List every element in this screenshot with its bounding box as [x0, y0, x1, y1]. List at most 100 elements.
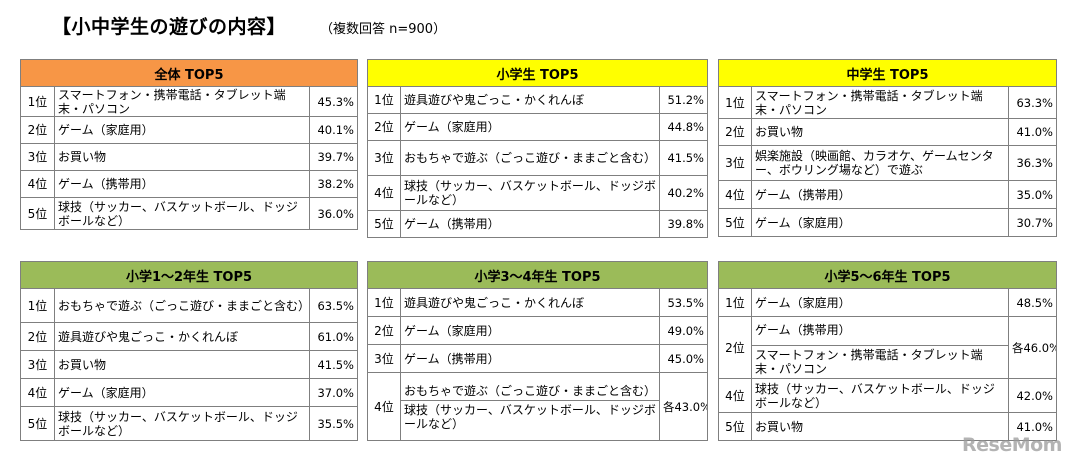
- item-cell: ゲーム（家庭用）: [751, 208, 1009, 237]
- percent-cell: 36.0%: [309, 197, 358, 230]
- table-grade1-2-header: 小学1～2年生 TOP5: [20, 261, 358, 289]
- percent-cell: 35.5%: [308, 406, 359, 441]
- table-row: 4位 球技（サッカー、バスケットボール、ドッジボールなど） 42.0%: [718, 378, 1058, 413]
- rank-cell: 1位: [718, 86, 752, 119]
- percent-cell: 45.3%: [309, 86, 358, 117]
- table-row: 4位 おもちゃで遊ぶ（ごっこ遊び・ままごと含む） 球技（サッカー、バスケットボー…: [367, 372, 709, 441]
- rank-cell: 1位: [718, 288, 752, 317]
- item-cell: 球技（サッカー、バスケットボール、ドッジボールなど）: [751, 378, 1009, 413]
- item-cell: ゲーム（家庭用）: [54, 116, 310, 144]
- table-grade3-4: 小学3～4年生 TOP5 1位 遊具遊びや鬼ごっこ・かくれんぼ 53.5% 2位…: [367, 261, 709, 441]
- table-row: 2位 ゲーム（家庭用） 49.0%: [367, 316, 709, 345]
- table-row: 3位 お買い物 41.5%: [20, 350, 359, 379]
- percent-cell: 49.0%: [658, 316, 709, 345]
- rank-cell: 2位: [367, 316, 401, 345]
- table-row: 1位 ゲーム（家庭用） 48.5%: [718, 288, 1058, 317]
- page-subtitle: （複数回答 n=900）: [320, 22, 447, 37]
- table-row: 3位 おもちゃで遊ぶ（ごっこ遊び・ままごと含む） 41.5%: [367, 140, 709, 176]
- percent-cell: 39.8%: [658, 210, 709, 238]
- table-junior-high-header: 中学生 TOP5: [718, 59, 1057, 87]
- item-cell: 球技（サッカー、バスケットボール、ドッジボールなど）: [54, 197, 310, 230]
- percent-cell: 30.7%: [1007, 208, 1058, 237]
- item-text: ゲーム（携帯用）: [755, 323, 851, 337]
- item-cell: 遊具遊びや鬼ごっこ・かくれんぼ: [54, 322, 310, 351]
- percent-cell: 61.0%: [308, 322, 359, 351]
- table-row: 5位 球技（サッカー、バスケットボール、ドッジボールなど） 36.0%: [20, 197, 358, 230]
- table-row: 1位 おもちゃで遊ぶ（ごっこ遊び・ままごと含む） 63.5%: [20, 288, 359, 323]
- table-row: 2位 ゲーム（家庭用） 40.1%: [20, 116, 358, 144]
- rank-cell: 5位: [718, 208, 752, 237]
- item-cell: 球技（サッカー、バスケットボール、ドッジボールなど）: [400, 175, 660, 211]
- item-cell: お買い物: [54, 350, 310, 379]
- item-cell: 遊具遊びや鬼ごっこ・かくれんぼ: [400, 288, 660, 317]
- rank-cell: 1位: [367, 86, 401, 114]
- table-row: 1位 遊具遊びや鬼ごっこ・かくれんぼ 51.2%: [367, 86, 709, 114]
- rank-cell: 1位: [367, 288, 401, 317]
- rank-cell: 4位: [718, 180, 752, 209]
- item-cell: お買い物: [751, 118, 1009, 146]
- item-cell: 娯楽施設（映画館、カラオケ、ゲームセンター、ボウリング場など）で遊ぶ: [751, 145, 1009, 181]
- item-cell: ゲーム（携帯用）: [400, 344, 660, 373]
- item-cell: ゲーム（家庭用）: [54, 378, 310, 407]
- table-row: 4位 ゲーム（携帯用） 38.2%: [20, 170, 358, 198]
- rank-cell: 5位: [20, 406, 55, 441]
- item-cell: お買い物: [751, 412, 1009, 441]
- resemom-logo: ReseMom: [962, 434, 1062, 456]
- table-row: 1位 スマートフォン・携帯電話・タブレット端末・パソコン 63.3%: [718, 86, 1058, 119]
- table-row: 3位 娯楽施設（映画館、カラオケ、ゲームセンター、ボウリング場など）で遊ぶ 36…: [718, 145, 1058, 181]
- table-row: 3位 ゲーム（携帯用） 45.0%: [367, 344, 709, 373]
- rank-cell: 3位: [718, 145, 752, 181]
- percent-cell: 48.5%: [1007, 288, 1058, 317]
- percent-cell: 53.5%: [658, 288, 709, 317]
- item-cell: ゲーム（家庭用）: [400, 113, 660, 141]
- percent-cell: 各46.0%: [1007, 316, 1058, 379]
- item-cell: ゲーム（携帯用） スマートフォン・携帯電話・タブレット端末・パソコン: [751, 316, 1009, 379]
- percent-cell: 37.0%: [308, 378, 359, 407]
- percent-cell: 41.0%: [1007, 118, 1058, 146]
- rank-cell: 4位: [718, 378, 752, 413]
- rank-cell: 1位: [20, 86, 55, 117]
- percent-cell: 38.2%: [309, 170, 358, 198]
- percent-cell: 35.0%: [1007, 180, 1058, 209]
- rank-cell: 4位: [20, 170, 55, 198]
- item-cell: ゲーム（家庭用）: [400, 316, 660, 345]
- item-text: おもちゃで遊ぶ（ごっこ遊び・ままごと含む）: [404, 384, 657, 398]
- table-row: 1位 スマートフォン・携帯電話・タブレット端末・パソコン 45.3%: [20, 86, 358, 117]
- percent-cell: 40.1%: [309, 116, 358, 144]
- table-elementary: 小学生 TOP5 1位 遊具遊びや鬼ごっこ・かくれんぼ 51.2% 2位 ゲーム…: [367, 59, 709, 238]
- rank-cell: 4位: [367, 175, 401, 211]
- table-row: 4位 球技（サッカー、バスケットボール、ドッジボールなど） 40.2%: [367, 175, 709, 211]
- percent-cell: 41.5%: [308, 350, 359, 379]
- item-cell: ゲーム（携帯用）: [751, 180, 1009, 209]
- percent-cell: 36.3%: [1007, 145, 1058, 181]
- rank-cell: 2位: [367, 113, 401, 141]
- table-row: 1位 遊具遊びや鬼ごっこ・かくれんぼ 53.5%: [367, 288, 709, 317]
- rank-cell: 3位: [20, 350, 55, 379]
- table-row: 5位 ゲーム（携帯用） 39.8%: [367, 210, 709, 238]
- rank-cell: 5位: [367, 210, 401, 238]
- item-cell: おもちゃで遊ぶ（ごっこ遊び・ままごと含む） 球技（サッカー、バスケットボール、ド…: [400, 372, 660, 441]
- table-row: 2位 遊具遊びや鬼ごっこ・かくれんぼ 61.0%: [20, 322, 359, 351]
- item-cell: ゲーム（携帯用）: [400, 210, 660, 238]
- percent-cell: 40.2%: [658, 175, 709, 211]
- table-row: 5位 ゲーム（家庭用） 30.7%: [718, 208, 1058, 237]
- item-cell: ゲーム（家庭用）: [751, 288, 1009, 317]
- percent-cell: 39.7%: [309, 143, 358, 171]
- rank-cell: 3位: [367, 140, 401, 176]
- item-cell: スマートフォン・携帯電話・タブレット端末・パソコン: [751, 86, 1009, 119]
- table-grade5-6-header: 小学5～6年生 TOP5: [718, 261, 1057, 289]
- table-row: 4位 ゲーム（携帯用） 35.0%: [718, 180, 1058, 209]
- rank-cell: 3位: [20, 143, 55, 171]
- percent-cell: 41.0%: [1007, 412, 1058, 441]
- table-row: 2位 お買い物 41.0%: [718, 118, 1058, 146]
- percent-cell: 44.8%: [658, 113, 709, 141]
- percent-cell: 42.0%: [1007, 378, 1058, 413]
- table-junior-high: 中学生 TOP5 1位 スマートフォン・携帯電話・タブレット端末・パソコン 63…: [718, 59, 1058, 237]
- percent-cell: 63.5%: [308, 288, 359, 323]
- rank-cell: 5位: [20, 197, 55, 230]
- table-row: 5位 お買い物 41.0%: [718, 412, 1058, 441]
- item-cell: 遊具遊びや鬼ごっこ・かくれんぼ: [400, 86, 660, 114]
- table-row: 2位 ゲーム（家庭用） 44.8%: [367, 113, 709, 141]
- percent-cell: 45.0%: [658, 344, 709, 373]
- item-cell: ゲーム（携帯用）: [54, 170, 310, 198]
